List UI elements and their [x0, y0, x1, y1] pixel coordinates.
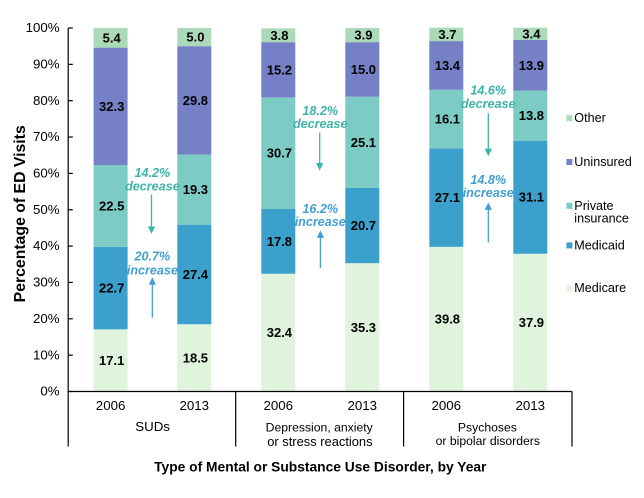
svg-text:80%: 80%	[33, 93, 60, 108]
svg-text:10%: 10%	[33, 347, 60, 362]
svg-text:30.7: 30.7	[267, 146, 292, 161]
svg-text:20.7%: 20.7%	[134, 250, 171, 264]
svg-text:Psychoses: Psychoses	[458, 421, 517, 435]
svg-text:insurance: insurance	[574, 211, 629, 225]
svg-text:decrease: decrease	[461, 97, 516, 111]
svg-text:Type of Mental or Substance Us: Type of Mental or Substance Use Disorder…	[154, 460, 487, 475]
svg-text:SUDs: SUDs	[135, 419, 170, 434]
svg-text:14.8%: 14.8%	[470, 173, 506, 187]
svg-text:16.2%: 16.2%	[302, 202, 338, 216]
svg-text:decrease: decrease	[125, 179, 180, 193]
svg-text:Depression, anxiety: Depression, anxiety	[266, 421, 374, 435]
svg-text:15.0: 15.0	[351, 62, 376, 77]
svg-text:13.9: 13.9	[519, 58, 544, 73]
svg-text:or stress reactions: or stress reactions	[267, 434, 372, 449]
svg-text:Medicare: Medicare	[574, 281, 626, 295]
svg-text:18.2%: 18.2%	[302, 104, 338, 118]
svg-text:2006: 2006	[432, 398, 462, 413]
svg-text:Private: Private	[574, 199, 613, 213]
svg-text:32.3: 32.3	[99, 99, 124, 114]
svg-text:16.1: 16.1	[435, 112, 460, 127]
svg-text:2013: 2013	[516, 398, 546, 413]
svg-text:5.4: 5.4	[103, 30, 122, 45]
svg-text:Medicaid: Medicaid	[574, 238, 624, 252]
svg-text:Percentage of ED Visits: Percentage of ED Visits	[12, 125, 29, 302]
svg-text:2013: 2013	[348, 398, 378, 413]
svg-text:19.3: 19.3	[183, 182, 208, 197]
svg-text:5.0: 5.0	[186, 30, 204, 45]
svg-text:35.3: 35.3	[351, 320, 376, 335]
svg-text:29.8: 29.8	[183, 93, 208, 108]
svg-text:Other: Other	[574, 111, 606, 125]
svg-text:14.6%: 14.6%	[470, 84, 506, 98]
svg-text:increase: increase	[295, 215, 346, 229]
svg-text:20.7: 20.7	[351, 218, 376, 233]
svg-text:27.4: 27.4	[183, 267, 209, 282]
svg-text:14.2%: 14.2%	[135, 166, 171, 180]
svg-text:3.4: 3.4	[522, 26, 541, 41]
svg-text:50%: 50%	[33, 202, 60, 217]
svg-text:13.4: 13.4	[435, 58, 461, 73]
svg-text:15.2: 15.2	[267, 62, 292, 77]
svg-text:3.7: 3.7	[438, 27, 456, 42]
svg-text:30%: 30%	[33, 275, 60, 290]
svg-text:32.4: 32.4	[267, 325, 293, 340]
svg-text:60%: 60%	[33, 166, 60, 181]
svg-text:40%: 40%	[33, 238, 60, 253]
svg-text:2006: 2006	[264, 398, 294, 413]
svg-text:0%: 0%	[40, 384, 59, 399]
svg-text:31.1: 31.1	[519, 190, 544, 205]
svg-text:3.9: 3.9	[354, 28, 372, 43]
svg-text:18.5: 18.5	[183, 350, 208, 365]
svg-text:39.8: 39.8	[435, 312, 460, 327]
svg-text:22.7: 22.7	[99, 281, 124, 296]
svg-text:2006: 2006	[96, 398, 126, 413]
svg-text:20%: 20%	[33, 311, 60, 326]
svg-text:13.8: 13.8	[519, 108, 544, 123]
svg-text:17.8: 17.8	[267, 234, 292, 249]
svg-text:25.1: 25.1	[351, 135, 376, 150]
svg-text:37.9: 37.9	[519, 315, 544, 330]
svg-text:90%: 90%	[33, 56, 60, 71]
svg-text:increase: increase	[463, 186, 514, 200]
svg-text:17.1: 17.1	[99, 353, 124, 368]
svg-text:3.8: 3.8	[270, 28, 288, 43]
svg-text:100%: 100%	[26, 20, 60, 35]
svg-text:increase: increase	[127, 264, 178, 278]
svg-text:22.5: 22.5	[99, 198, 124, 213]
svg-text:2013: 2013	[180, 398, 210, 413]
svg-text:27.1: 27.1	[435, 190, 460, 205]
svg-text:or bipolar disorders: or bipolar disorders	[436, 434, 540, 448]
svg-text:Uninsured: Uninsured	[574, 155, 631, 169]
svg-text:decrease: decrease	[293, 117, 348, 131]
svg-text:70%: 70%	[33, 129, 60, 144]
